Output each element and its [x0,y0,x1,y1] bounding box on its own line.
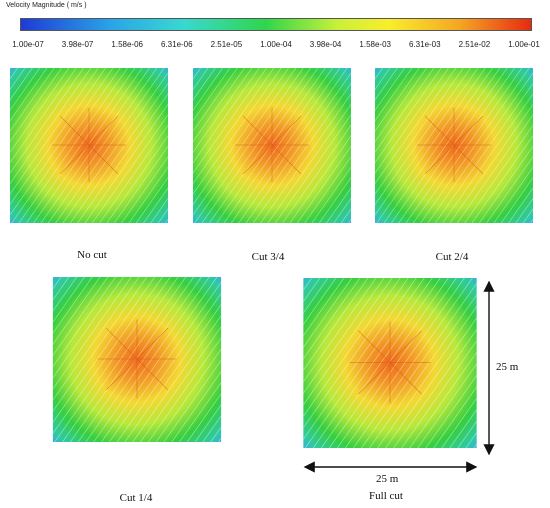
colorbar-tick: 3.98e-04 [309,40,342,49]
panel-no-cut [10,68,168,223]
velocity-field-no-cut [10,68,168,223]
caption-no-cut: No cut [77,249,107,261]
colorbar-title: Velocity Magnitude ( m/s ) [6,2,87,9]
colorbar-tick: 3.98e-07 [61,40,94,49]
width-label: 25 m [376,473,399,485]
velocity-field-cut-3-4 [192,68,352,223]
colorbar-tick: 1.00e-07 [12,40,44,49]
colorbar-tick: 1.00e-01 [508,40,540,49]
colorbar-tick: 2.51e-05 [210,40,243,49]
dimension-arrows [303,280,495,473]
height-label: 25 m [496,361,519,373]
colorbar-tick: 6.31e-03 [409,40,441,49]
colorbar-tick: 1.58e-03 [359,40,391,49]
caption-full-cut: Full cut [369,490,403,502]
caption-cut-1-4: Cut 1/4 [119,492,153,504]
panel-cut-3-4 [192,68,352,223]
colorbar [20,18,532,31]
caption-cut-3-4: Cut 3/4 [251,251,285,263]
velocity-field-cut-2-4 [374,68,534,223]
colorbar-tick: 6.31e-06 [161,40,193,49]
panel-cut-2-4 [374,68,534,223]
colorbar-tick: 2.51e-02 [458,40,491,49]
velocity-field-cut-1-4 [52,277,222,442]
caption-cut-2-4: Cut 2/4 [435,251,469,263]
colorbar-tick: 1.58e-06 [111,40,143,49]
colorbar-tick: 1.00e-04 [260,40,292,49]
panel-cut-1-4 [52,277,222,442]
